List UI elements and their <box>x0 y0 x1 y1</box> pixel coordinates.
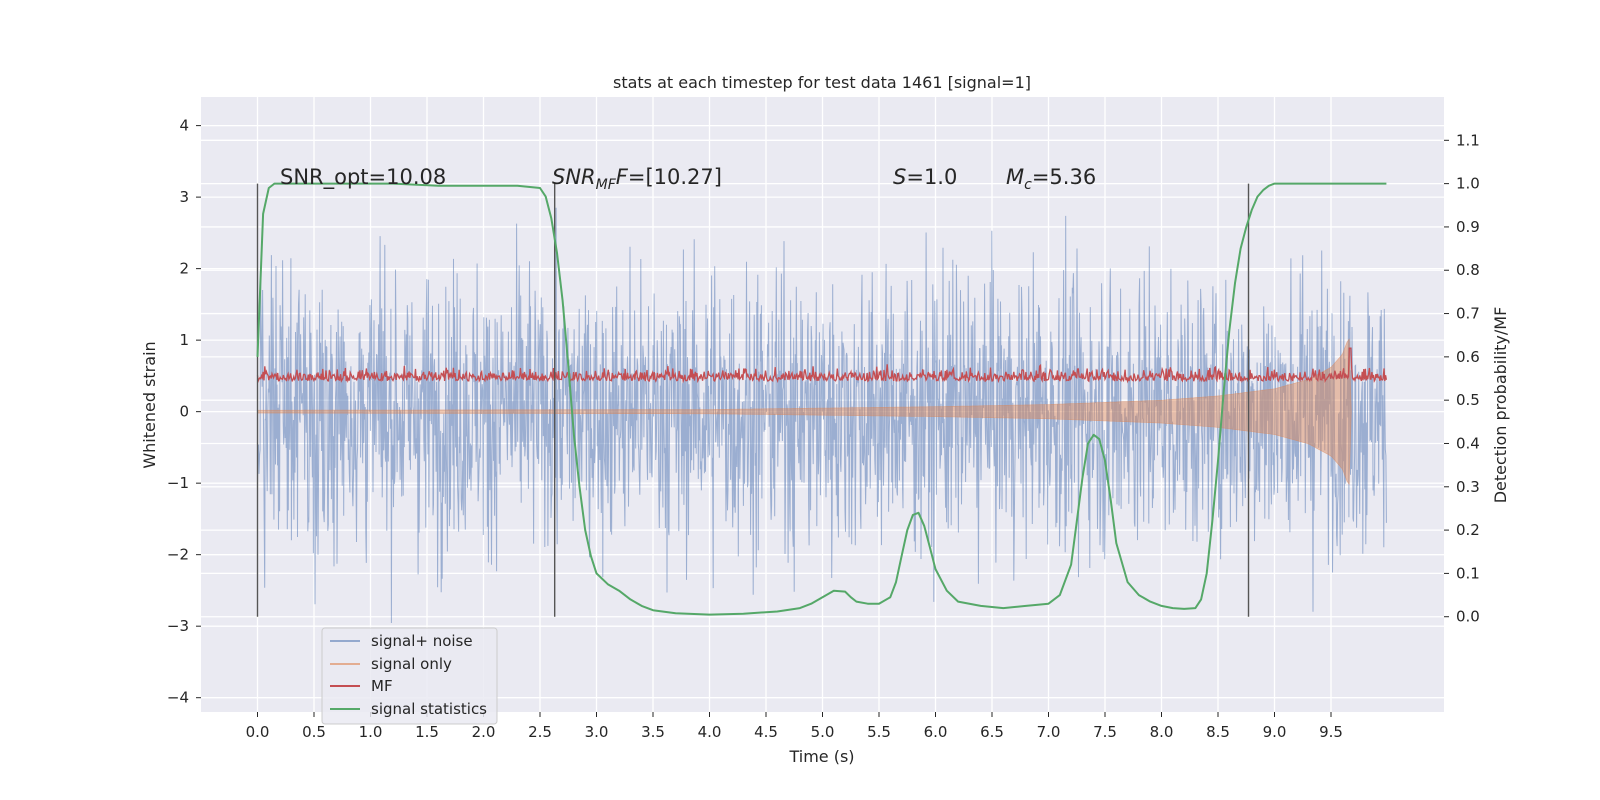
series-signal-statistics <box>256 182 1387 616</box>
y-tick-label: −1 <box>167 474 189 492</box>
y-tick-label: −3 <box>167 617 189 635</box>
y2-tick-label: 0.2 <box>1456 521 1480 539</box>
y2-tick-label: 0.7 <box>1456 305 1480 323</box>
y2-tick-label: 0.1 <box>1456 564 1480 582</box>
annotation-mc-var: M <box>1006 165 1024 189</box>
x-tick-label: 7.5 <box>1093 723 1117 741</box>
y-tick-label: −4 <box>167 689 189 707</box>
signal-only-band <box>257 338 1352 486</box>
annotation-mc-value: =5.36 <box>1032 165 1096 189</box>
x-axis-label: Time (s) <box>788 747 854 766</box>
y2-tick-label: 0.5 <box>1456 391 1480 409</box>
x-tick-label: 3.5 <box>641 723 665 741</box>
y-tick-labels: 4 3 2 1 0 −1 −2 −3 −4 <box>167 117 189 707</box>
y2-tick-label: 0.3 <box>1456 478 1480 496</box>
x-tick-label: 1.5 <box>415 723 439 741</box>
x-tick-label: 9.5 <box>1319 723 1343 741</box>
series-mf <box>256 347 1388 384</box>
vertical-markers <box>256 183 1250 617</box>
y2-tick-label: 0.4 <box>1456 434 1480 452</box>
series-signal-only <box>257 338 1352 486</box>
x-tick-label: 8.0 <box>1150 723 1174 741</box>
x-tick-label: 5.0 <box>811 723 835 741</box>
annotation-s-value: =1.0 <box>906 165 957 189</box>
x-tick-label: 3.0 <box>585 723 609 741</box>
x-tick-label: 0.0 <box>246 723 270 741</box>
y2-axis-label: Detection probability/MF <box>1491 307 1510 504</box>
x-tick-label: 7.0 <box>1037 723 1061 741</box>
x-tick-label: 2.0 <box>472 723 496 741</box>
y-tick-label: 0 <box>179 403 189 421</box>
x-tick-label: 6.5 <box>980 723 1004 741</box>
y-axis-label: Whitened strain <box>140 341 159 468</box>
mf-line <box>256 347 1388 384</box>
legend-label-signal-only: signal only <box>371 655 452 673</box>
y2-tick-label: 0.8 <box>1456 261 1480 279</box>
legend-box <box>321 627 498 725</box>
legend: signal+ noise signal only MF signal stat… <box>321 627 498 725</box>
y-tick-label: −2 <box>167 546 189 564</box>
x-tick-label: 4.0 <box>698 723 722 741</box>
annotation-mc: Mc=5.36 <box>1006 165 1096 193</box>
chart-title: stats at each timestep for test data 146… <box>613 73 1031 92</box>
x-tick-label: 6.0 <box>924 723 948 741</box>
annotation-snr-mf: SNRMFF=[10.27] <box>552 165 722 193</box>
x-tick-label: 5.5 <box>867 723 891 741</box>
annotation-mc-sub: c <box>1024 177 1032 193</box>
y2-tick-labels: 1.1 1.0 0.9 0.8 0.7 0.6 0.5 0.4 0.3 0.2 0.1 0.0 <box>1456 131 1480 625</box>
annotation-snr-mf-base: SNR <box>552 165 596 189</box>
y2-tick-label: 0.6 <box>1456 348 1480 366</box>
x-tick-label: 2.5 <box>528 723 552 741</box>
y-tick-label: 4 <box>179 117 189 135</box>
x-tick-label: 9.0 <box>1263 723 1287 741</box>
annotation-snr-mf-sub: MF <box>596 177 617 193</box>
y-tick-label: 1 <box>179 331 189 349</box>
annotation-snr-mf-value: =[10.27] <box>628 165 722 189</box>
legend-label-mf: MF <box>371 677 393 695</box>
x-tick-label: 4.5 <box>754 723 778 741</box>
y-tick-label: 2 <box>179 260 189 278</box>
legend-label-signal-noise: signal+ noise <box>371 632 473 650</box>
y2-tick-label: 0.0 <box>1456 608 1480 626</box>
y2-tick-label: 0.9 <box>1456 218 1480 236</box>
x-tick-label: 0.5 <box>302 723 326 741</box>
y2-tick-label: 1.0 <box>1456 175 1480 193</box>
annotation-s: S=1.0 <box>893 165 957 189</box>
signal-noise-line <box>257 207 1387 624</box>
y-tick-label: 3 <box>179 188 189 206</box>
series-signal-noise <box>257 207 1387 624</box>
x-tick-labels: 0.0 0.5 1.0 1.5 2.0 2.5 3.0 3.5 4.0 4.5 5.0 5.5 6.0 6… <box>246 723 1343 741</box>
x-tick-label: 8.5 <box>1206 723 1230 741</box>
annotation-snr-opt: SNR_opt=10.08 <box>280 165 446 190</box>
annotation-s-var: S <box>893 165 906 189</box>
legend-label-signal-statistics: signal statistics <box>371 700 487 718</box>
signal-statistics-line <box>256 182 1387 616</box>
x-tick-label: 1.0 <box>359 723 383 741</box>
y2-tick-label: 1.1 <box>1456 131 1480 149</box>
